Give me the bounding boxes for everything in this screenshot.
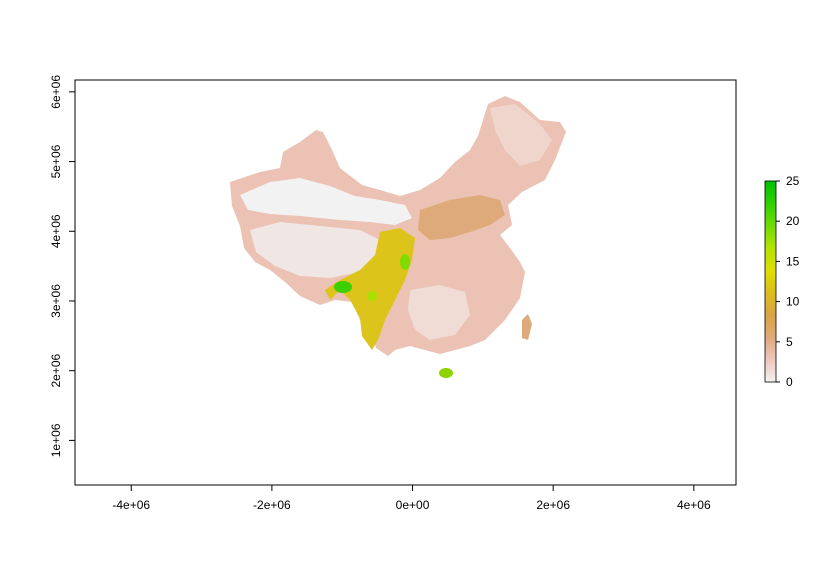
y-tick-label: 3e+06 bbox=[49, 284, 63, 318]
legend-tick-label: 10 bbox=[786, 295, 800, 309]
y-tick-label: 4e+06 bbox=[49, 214, 63, 248]
map-pale-region-northwest bbox=[240, 178, 412, 225]
map-land-region bbox=[230, 96, 566, 356]
legend-tick-label: 5 bbox=[786, 335, 793, 349]
map-green-spot-west bbox=[334, 281, 352, 293]
china-raster-map bbox=[230, 96, 566, 378]
x-tick-label: 0e+00 bbox=[396, 498, 430, 512]
map-orange-region-center bbox=[418, 195, 505, 240]
x-tick-label: 4e+06 bbox=[677, 498, 711, 512]
y-axis: 1e+06 2e+06 3e+06 4e+06 5e+06 6e+06 bbox=[49, 75, 75, 457]
map-green-spot-center bbox=[400, 254, 410, 270]
map-green-spot-mid bbox=[367, 291, 377, 301]
legend-color-bar bbox=[764, 180, 777, 383]
legend-tick-label: 15 bbox=[786, 254, 800, 268]
map-island-south bbox=[439, 368, 453, 378]
y-tick-label: 6e+06 bbox=[49, 75, 63, 109]
x-tick-label: 2e+06 bbox=[536, 498, 570, 512]
legend-tick-label: 25 bbox=[786, 174, 800, 188]
y-tick-label: 2e+06 bbox=[49, 354, 63, 388]
legend-ticks: 0 5 10 15 20 25 bbox=[776, 174, 800, 389]
y-tick-label: 5e+06 bbox=[49, 144, 63, 178]
map-yellow-region-southwest bbox=[325, 228, 415, 350]
x-tick-label: -4e+06 bbox=[112, 498, 150, 512]
map-pale-region-west bbox=[250, 222, 380, 278]
plot-frame bbox=[74, 79, 737, 486]
y-tick-label: 1e+06 bbox=[49, 423, 63, 457]
color-legend: 0 5 10 15 20 25 bbox=[764, 174, 800, 389]
legend-tick-label: 20 bbox=[786, 214, 800, 228]
legend-tick-label: 0 bbox=[786, 375, 793, 389]
x-axis: -4e+06 -2e+06 0e+00 2e+06 4e+06 bbox=[112, 485, 711, 512]
map-island-east bbox=[522, 314, 532, 340]
map-pale-region-northeast bbox=[490, 104, 552, 166]
x-tick-label: -2e+06 bbox=[253, 498, 291, 512]
map-pale-region-south bbox=[408, 285, 470, 340]
